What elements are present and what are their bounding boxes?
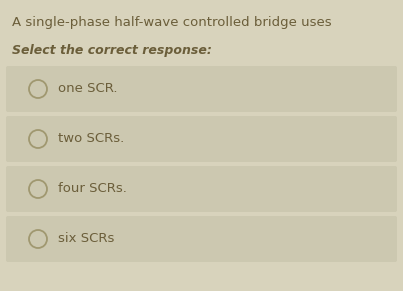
Text: Select the correct response:: Select the correct response:	[12, 44, 212, 57]
Text: four SCRs.: four SCRs.	[58, 182, 127, 196]
Text: A single-phase half-wave controlled bridge uses: A single-phase half-wave controlled brid…	[12, 16, 332, 29]
FancyBboxPatch shape	[6, 216, 397, 262]
Text: one SCR.: one SCR.	[58, 83, 118, 95]
Text: two SCRs.: two SCRs.	[58, 132, 124, 146]
FancyBboxPatch shape	[6, 116, 397, 162]
FancyBboxPatch shape	[6, 66, 397, 112]
FancyBboxPatch shape	[6, 166, 397, 212]
Text: six SCRs: six SCRs	[58, 233, 114, 246]
